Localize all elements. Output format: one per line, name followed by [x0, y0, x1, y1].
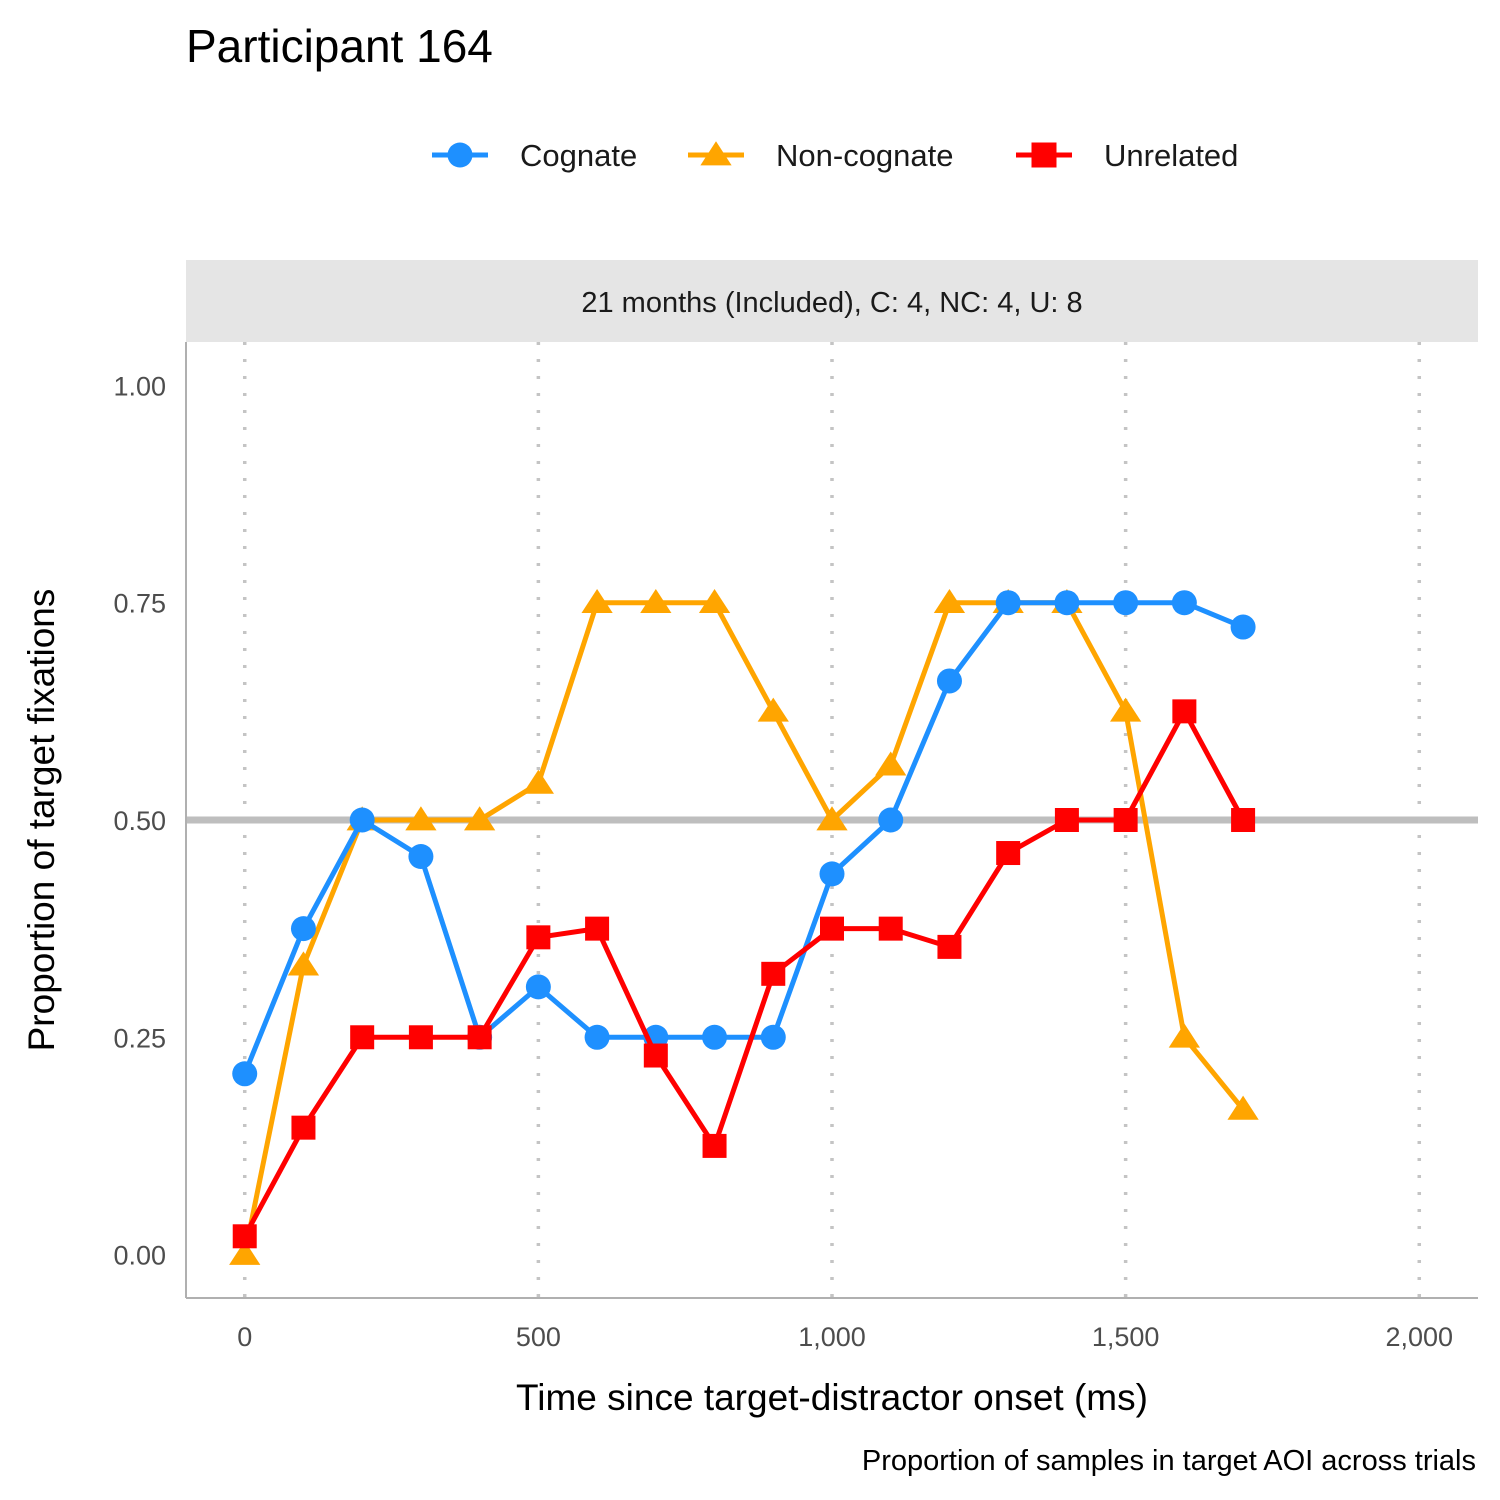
x-tick-label: 1,000 — [798, 1322, 866, 1352]
data-point — [408, 1025, 433, 1050]
data-point — [1172, 699, 1197, 724]
x-tick-label: 2,000 — [1385, 1322, 1453, 1352]
data-point — [1054, 808, 1079, 832]
legend-item-cognate: Cognate — [432, 138, 637, 173]
data-point — [1168, 1023, 1200, 1048]
data-point — [698, 588, 731, 614]
legend-label: Non-cognate — [776, 138, 954, 173]
x-tick-label: 500 — [516, 1322, 561, 1352]
data-point — [1171, 590, 1197, 616]
data-point — [937, 934, 962, 959]
x-axis-title: Time since target-distractor onset (ms) — [516, 1377, 1148, 1418]
legend: Cognate Non-cognate Unrelated — [432, 138, 1238, 173]
data-point — [640, 588, 672, 614]
data-point — [995, 590, 1021, 616]
legend-swatch-marker — [700, 141, 732, 166]
axes — [185, 342, 1478, 1299]
data-point — [349, 807, 375, 833]
data-point — [581, 588, 613, 614]
legend-label: Cognate — [520, 138, 637, 173]
data-point — [229, 1240, 261, 1265]
data-point — [290, 916, 316, 942]
data-point — [816, 806, 848, 831]
x-tick-label: 1,500 — [1092, 1322, 1160, 1352]
data-point — [405, 806, 437, 831]
chart-title: Participant 164 — [186, 20, 493, 72]
data-point — [702, 1024, 728, 1050]
data-point — [408, 844, 434, 870]
data-point — [820, 916, 844, 941]
data-point — [933, 588, 966, 614]
series-line-non-cognate — [242, 600, 1246, 1256]
series-non-cognate — [229, 588, 1259, 1265]
data-point — [1113, 590, 1139, 616]
facet-strip: 21 months (Included), C: 4, NC: 4, U: 8 — [186, 260, 1478, 342]
x-tick-label: 0 — [237, 1322, 252, 1352]
data-point — [757, 697, 789, 722]
y-tick-label: 0.00 — [113, 1241, 166, 1271]
data-point — [525, 974, 551, 1000]
series-layer — [229, 588, 1259, 1265]
data-point — [287, 951, 320, 976]
data-point — [643, 1043, 668, 1068]
legend-swatch-marker — [1031, 142, 1057, 168]
y-tick-label: 0.50 — [113, 806, 166, 836]
facet-label: 21 months (Included), C: 4, NC: 4, U: 8 — [581, 287, 1082, 319]
data-point — [936, 668, 962, 694]
data-point — [464, 806, 496, 831]
data-point — [350, 1025, 375, 1050]
data-point — [1113, 808, 1138, 832]
data-point — [232, 1224, 257, 1249]
data-point — [467, 1025, 492, 1050]
data-point — [1054, 590, 1080, 616]
data-point — [878, 807, 904, 833]
data-point — [522, 769, 554, 794]
series-unrelated — [232, 699, 1256, 1249]
data-point — [585, 916, 610, 941]
legend-swatch-marker — [447, 142, 473, 168]
data-point — [291, 1115, 316, 1140]
data-point — [760, 1024, 786, 1050]
y-tick-label: 0.75 — [113, 589, 166, 619]
data-point — [878, 916, 903, 941]
data-point — [1231, 808, 1256, 832]
legend-item-unrelated: Unrelated — [1016, 138, 1238, 173]
series-line-unrelated — [242, 708, 1246, 1238]
y-axis-title: Proportion of target fixations — [21, 589, 62, 1052]
data-point — [996, 841, 1021, 866]
legend-item-non-cognate: Non-cognate — [688, 138, 954, 173]
legend-label: Unrelated — [1104, 138, 1238, 173]
data-point — [1227, 1095, 1259, 1120]
series-cognate — [232, 590, 1256, 1087]
tick-labels: 0 500 1,000 1,500 2,000 0.00 0.25 0.50 0.75 1.00 — [113, 371, 1453, 1352]
data-point — [761, 961, 786, 986]
data-point — [584, 1024, 610, 1050]
series-line-cognate — [242, 600, 1245, 1075]
y-tick-label: 0.25 — [113, 1023, 166, 1053]
data-point — [702, 1133, 727, 1158]
data-point — [526, 925, 551, 950]
chart-caption: Proportion of samples in target AOI acro… — [862, 1445, 1476, 1477]
facet-strip-background — [186, 260, 1478, 342]
data-point — [819, 861, 845, 887]
data-point — [1230, 614, 1256, 640]
data-point — [1110, 697, 1142, 722]
data-point — [875, 751, 907, 776]
data-point — [232, 1061, 258, 1087]
y-tick-label: 1.00 — [113, 371, 166, 401]
